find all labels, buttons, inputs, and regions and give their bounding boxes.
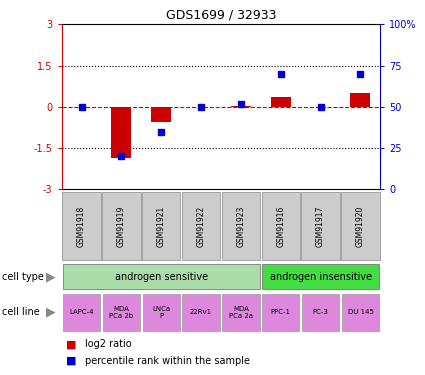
Bar	[301, 192, 340, 260]
Text: GSM91919: GSM91919	[117, 205, 126, 247]
Bar	[142, 192, 180, 260]
Bar	[262, 192, 300, 260]
Bar	[271, 97, 291, 107]
Text: PC-3: PC-3	[313, 309, 329, 315]
Text: GSM91920: GSM91920	[356, 205, 365, 247]
Bar	[63, 294, 100, 331]
Bar	[182, 294, 220, 331]
Text: 22Rv1: 22Rv1	[190, 309, 212, 315]
Bar	[302, 294, 339, 331]
Bar	[142, 294, 180, 331]
Text: GSM91923: GSM91923	[236, 205, 245, 247]
Text: androgen insensitive: androgen insensitive	[269, 272, 372, 282]
Text: MDA
PCa 2a: MDA PCa 2a	[229, 306, 253, 319]
Bar	[182, 192, 220, 260]
Bar	[102, 192, 141, 260]
Bar	[231, 105, 251, 107]
Text: ■: ■	[66, 339, 76, 349]
Text: percentile rank within the sample: percentile rank within the sample	[85, 356, 250, 366]
Bar	[103, 294, 140, 331]
Bar	[341, 192, 380, 260]
Text: MDA
PCa 2b: MDA PCa 2b	[109, 306, 133, 319]
Text: LAPC-4: LAPC-4	[69, 309, 94, 315]
Bar	[111, 107, 131, 158]
Text: GSM91917: GSM91917	[316, 205, 325, 247]
Text: DU 145: DU 145	[348, 309, 374, 315]
Bar	[262, 264, 379, 289]
Bar	[62, 192, 101, 260]
Bar	[63, 264, 260, 289]
Text: LNCa
P: LNCa P	[152, 306, 170, 319]
Title: GDS1699 / 32933: GDS1699 / 32933	[166, 9, 276, 22]
Text: PPC-1: PPC-1	[271, 309, 291, 315]
Text: GSM91918: GSM91918	[77, 206, 86, 247]
Text: log2 ratio: log2 ratio	[85, 339, 132, 349]
Bar	[222, 294, 260, 331]
Text: ■: ■	[66, 356, 76, 366]
Text: androgen sensitive: androgen sensitive	[115, 272, 208, 282]
Bar	[262, 294, 300, 331]
Bar	[151, 107, 171, 122]
Text: GSM91922: GSM91922	[197, 206, 206, 247]
Text: cell line: cell line	[2, 307, 40, 317]
Bar	[351, 93, 371, 107]
Text: ▶: ▶	[46, 270, 56, 283]
Text: ▶: ▶	[46, 306, 56, 319]
Bar	[342, 294, 379, 331]
Text: cell type: cell type	[2, 272, 44, 282]
Text: GSM91916: GSM91916	[276, 205, 285, 247]
Text: GSM91921: GSM91921	[157, 206, 166, 247]
Bar	[222, 192, 260, 260]
